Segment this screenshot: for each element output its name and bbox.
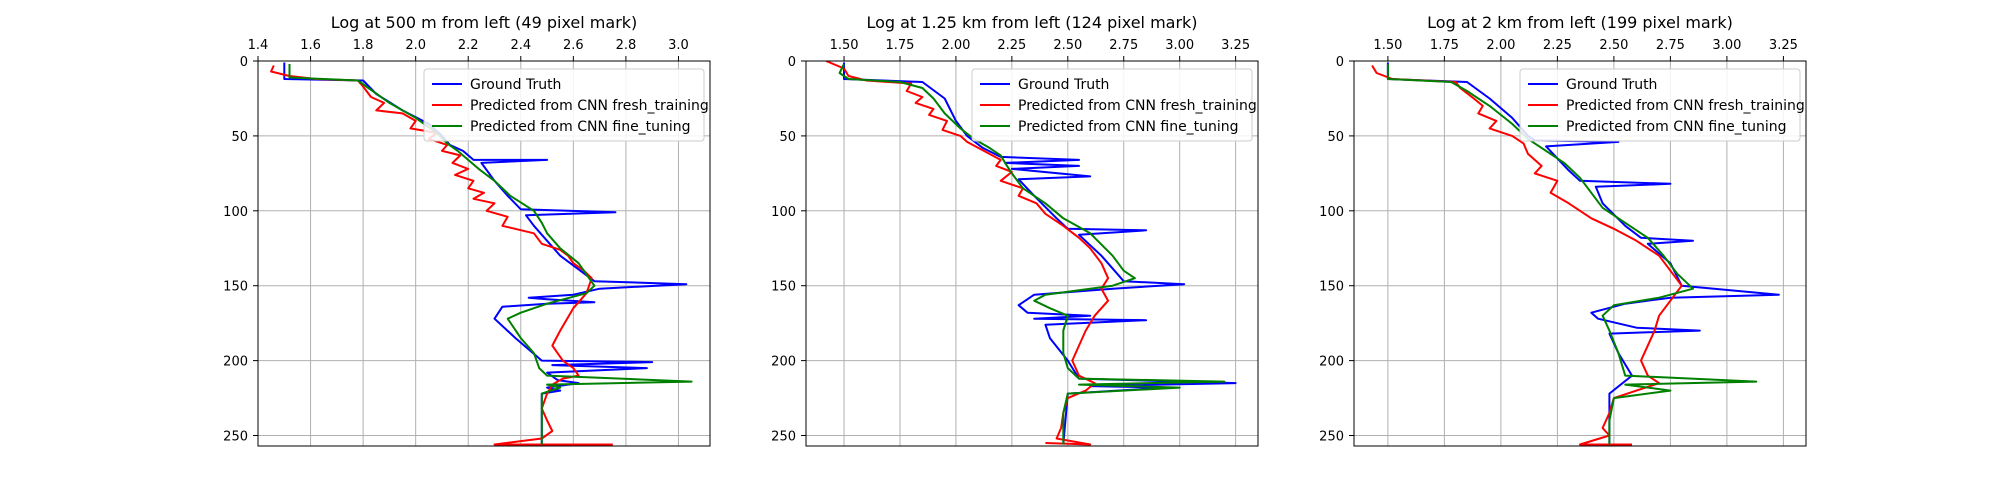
legend-box — [423, 68, 705, 142]
chart-title: Log at 500 m from left (49 pixel mark) — [331, 13, 638, 32]
x-tick-label: 3.25 — [1769, 38, 1798, 53]
x-tick-label: 2.6 — [563, 38, 584, 53]
series-line-predicted-from-cnn-fresh-training — [270, 65, 613, 446]
x-tick-label: 2.4 — [510, 38, 531, 53]
legend-entry: Predicted from CNN fresh_training — [470, 98, 709, 114]
legend: Ground Truth Predicted from CNN fresh_tra… — [1519, 68, 1805, 142]
series-line-predicted-from-cnn-fresh-training — [1371, 64, 1683, 446]
y-tick-label: 250 — [223, 430, 248, 445]
y-tick-label: 200 — [223, 355, 248, 370]
x-tick-label: 2.25 — [997, 38, 1026, 53]
x-tick-label: 1.8 — [353, 38, 374, 53]
series-line-predicted-from-cnn-fresh-training — [825, 61, 1110, 446]
y-tick-label: 200 — [771, 355, 796, 370]
x-tick-label: 2.25 — [1543, 38, 1572, 53]
x-tick-label: 1.75 — [886, 38, 915, 53]
legend-entry: Predicted from CNN fresh_training — [1018, 98, 1257, 114]
subplot-3: Log at 2 km from left (199 pixel mark) 1.… — [1319, 13, 1807, 447]
x-tick-label: 1.50 — [1373, 38, 1402, 53]
x-tick-label: 1.50 — [830, 38, 859, 53]
legend-entry: Predicted from CNN fine_tuning — [470, 119, 691, 135]
x-tick-label: 3.0 — [668, 38, 689, 53]
x-tick-label: 1.75 — [1430, 38, 1459, 53]
x-tick-label: 1.6 — [300, 38, 321, 53]
legend: Ground Truth Predicted from CNN fresh_tra… — [423, 68, 709, 142]
legend-entry: Predicted from CNN fine_tuning — [1566, 119, 1787, 135]
y-tick-label: 50 — [779, 130, 796, 145]
plot-frame — [1353, 60, 1807, 447]
y-tick-label: 0 — [240, 55, 248, 70]
y-tick-label: 0 — [1336, 55, 1344, 70]
x-tick-label: 3.00 — [1712, 38, 1741, 53]
x-tick-label: 2.50 — [1599, 38, 1628, 53]
y-tick-label: 250 — [1319, 430, 1344, 445]
x-tick-label: 2.00 — [1486, 38, 1515, 53]
series-line-predicted-from-cnn-fine-tuning — [838, 63, 1226, 445]
series-line-ground-truth — [283, 62, 688, 445]
y-tick-label: 250 — [771, 430, 796, 445]
chart-title: Log at 1.25 km from left (124 pixel mark… — [866, 13, 1197, 32]
x-tick-label: 1.4 — [248, 38, 269, 53]
y-tick-label: 150 — [223, 280, 248, 295]
x-tick-label: 2.8 — [616, 38, 637, 53]
y-tick-label: 0 — [788, 55, 796, 70]
series-group — [270, 62, 693, 446]
legend-entry: Ground Truth — [1018, 77, 1109, 93]
y-tick-label: 50 — [231, 130, 248, 145]
legend-entry: Predicted from CNN fresh_training — [1566, 98, 1805, 114]
x-tick-label: 3.25 — [1221, 38, 1250, 53]
x-tick-label: 2.50 — [1053, 38, 1082, 53]
y-tick-label: 200 — [1319, 355, 1344, 370]
x-tick-label: 2.0 — [405, 38, 426, 53]
y-tick-label: 150 — [771, 280, 796, 295]
series-group — [825, 61, 1237, 446]
subplot-2: Log at 1.25 km from left (124 pixel mark… — [771, 13, 1259, 447]
legend-entry: Predicted from CNN fine_tuning — [1018, 119, 1239, 135]
subplot-1: Log at 500 m from left (49 pixel mark) 1.… — [223, 13, 711, 447]
chart-title: Log at 2 km from left (199 pixel mark) — [1427, 13, 1733, 32]
y-tick-label: 50 — [1327, 130, 1344, 145]
plot-frame — [257, 60, 711, 447]
x-tick-label: 2.75 — [1109, 38, 1138, 53]
y-tick-label: 100 — [223, 205, 248, 220]
legend-entry: Ground Truth — [470, 77, 561, 93]
legend-entry: Ground Truth — [1566, 77, 1657, 93]
legend-box — [971, 68, 1253, 142]
x-tick-label: 3.00 — [1165, 38, 1194, 53]
x-tick-label: 2.75 — [1656, 38, 1685, 53]
x-tick-label: 2.2 — [458, 38, 479, 53]
y-tick-label: 100 — [1319, 205, 1344, 220]
legend-box — [1519, 68, 1801, 142]
series-line-predicted-from-cnn-fine-tuning — [1386, 64, 1758, 445]
series-line-predicted-from-cnn-fine-tuning — [288, 64, 693, 445]
plot-frame — [805, 60, 1259, 447]
legend: Ground Truth Predicted from CNN fresh_tra… — [971, 68, 1257, 142]
y-tick-label: 150 — [1319, 280, 1344, 295]
x-tick-label: 2.00 — [941, 38, 970, 53]
y-tick-label: 100 — [771, 205, 796, 220]
